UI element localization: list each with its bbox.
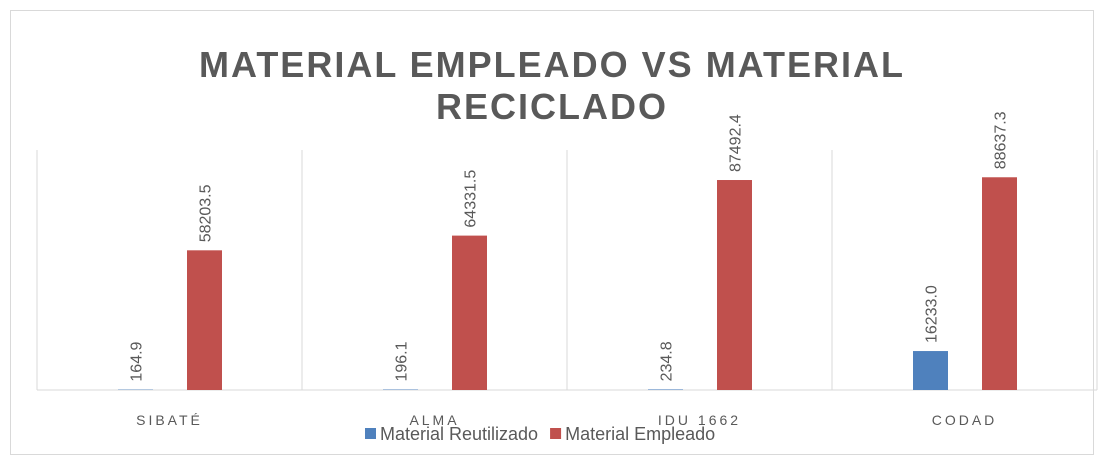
data-label: 58203.5 [198,184,215,242]
bar [982,177,1017,390]
x-tick-label: SIBATÉ [136,412,203,428]
data-label: 234.8 [659,341,676,381]
chart-title: MATERIAL EMPLEADO VS MATERIAL RECICLADO [199,44,905,127]
chart-border [10,10,1094,455]
x-tick-label: IDU 1662 [658,412,741,428]
bar [452,235,487,390]
data-label: 87492.4 [728,114,745,172]
data-label: 64331.5 [463,170,480,228]
data-label: 196.1 [394,341,411,381]
data-label: 16233.0 [924,285,941,343]
data-label: 88637.3 [993,111,1010,169]
bar [717,180,752,390]
x-tick-label: CODAD [932,412,998,428]
legend-swatch [365,428,376,439]
legend-label: Material Empleado [565,424,715,444]
legend-swatch [550,428,562,439]
bar [187,250,222,390]
legend-label: Material Reutilizado [380,424,538,444]
bar [648,389,683,390]
bar [913,351,948,390]
x-tick-label: ALMA [409,412,459,428]
data-label: 164.9 [129,341,146,381]
